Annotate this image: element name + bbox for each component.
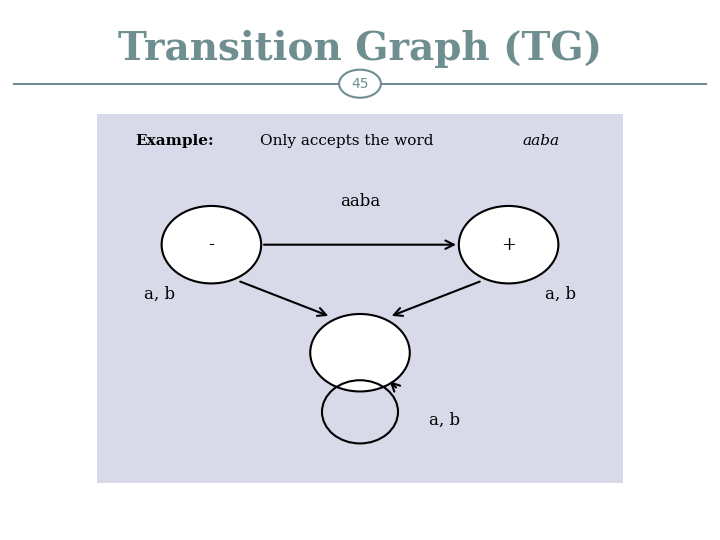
Text: -: - xyxy=(208,235,215,254)
Text: +: + xyxy=(501,235,516,254)
Text: aaba: aaba xyxy=(340,193,380,210)
Text: a, b: a, b xyxy=(545,286,576,303)
Ellipse shape xyxy=(310,314,410,391)
Ellipse shape xyxy=(339,70,381,98)
Text: Transition Graph (TG): Transition Graph (TG) xyxy=(118,30,602,68)
Text: 12/5/2020: 12/5/2020 xyxy=(656,514,713,524)
Text: Example:: Example: xyxy=(135,134,214,148)
Text: aaba: aaba xyxy=(523,134,559,148)
Text: Only accepts the word: Only accepts the word xyxy=(260,134,438,148)
Text: a, b: a, b xyxy=(144,286,175,303)
Text: 45: 45 xyxy=(351,77,369,91)
Text: a, b: a, b xyxy=(429,411,460,429)
FancyBboxPatch shape xyxy=(97,114,623,483)
Text: [Week#05, 06] (a) - NFAs & Transition Graphs
(TGs): [Week#05, 06] (a) - NFAs & Transition Gr… xyxy=(7,508,261,529)
Ellipse shape xyxy=(459,206,559,284)
Ellipse shape xyxy=(161,206,261,284)
